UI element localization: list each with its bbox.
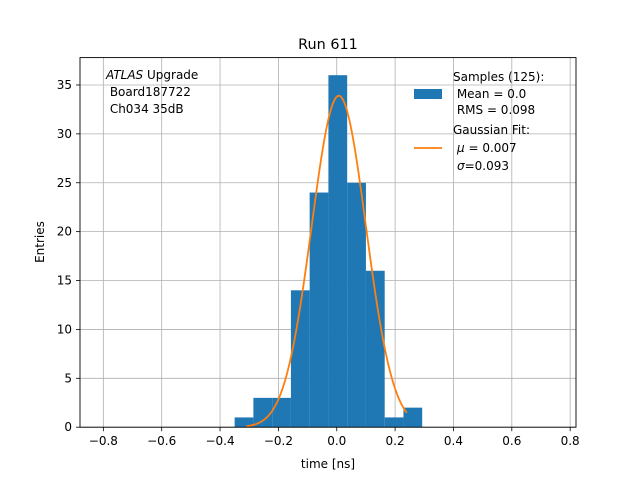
legend-sigma-value: =0.093 — [465, 159, 509, 173]
annotation-upgrade: Upgrade — [143, 68, 198, 82]
histogram-bar — [384, 417, 404, 428]
y-tick-label: 30 — [57, 127, 72, 141]
x-axis-ticks: −0.8 −0.6 −0.4 −0.2 0.0 0.2 0.4 0.6 0.8 — [89, 427, 580, 448]
legend-samples-rms: RMS = 0.098 — [453, 103, 535, 117]
x-tick-label: −0.8 — [89, 434, 118, 448]
histogram-bar — [253, 397, 273, 428]
y-tick-label: 25 — [57, 176, 72, 190]
histogram-bar — [272, 397, 291, 428]
x-tick-label: 0.6 — [502, 434, 521, 448]
legend-samples-title: Samples (125): — [453, 70, 544, 84]
y-tick-label: 15 — [57, 274, 72, 288]
x-axis-label: time [ns] — [301, 457, 355, 471]
histogram-bar — [234, 417, 254, 428]
y-tick-label: 5 — [64, 371, 72, 385]
chart-title: Run 611 — [298, 37, 358, 53]
histogram-bar — [365, 270, 385, 428]
histogram-bars — [234, 75, 423, 428]
plot-frame — [79, 57, 577, 428]
y-tick-label: 20 — [57, 225, 72, 239]
histogram-bar — [403, 407, 423, 428]
y-axis-ticks: 0 5 10 15 20 25 30 35 — [57, 78, 80, 434]
gaussian-fit-curve — [246, 94, 408, 428]
histogram-bar — [328, 75, 348, 428]
legend-samples-mean: Mean = 0.0 — [453, 87, 526, 101]
y-tick-label: 10 — [57, 322, 72, 336]
x-tick-label: 0.8 — [561, 434, 580, 448]
x-tick-label: −0.2 — [264, 434, 293, 448]
legend: Samples (125): Mean = 0.0 RMS = 0.098 Ga… — [414, 70, 544, 173]
legend-fit-title: Gaussian Fit: — [453, 123, 530, 137]
legend-fit-sigma: σ=0.093 — [457, 159, 509, 173]
annotation-channel: Ch034 35dB — [106, 102, 184, 116]
y-axis-label: Entries — [33, 221, 47, 263]
histogram-bar — [347, 182, 366, 428]
histogram-bar — [290, 290, 310, 428]
legend-mu-symbol: μ — [456, 141, 465, 155]
annotation-atlas: ATLAS — [105, 68, 144, 82]
x-tick-label: 0.4 — [444, 434, 463, 448]
y-tick-label: 0 — [64, 420, 72, 434]
x-tick-label: 0.0 — [327, 434, 346, 448]
legend-fit-mu: μ = 0.007 — [456, 141, 517, 155]
legend-sigma-symbol: σ — [457, 159, 465, 173]
legend-mu-value: = 0.007 — [465, 141, 517, 155]
y-tick-label: 35 — [57, 78, 72, 92]
annotation-board: Board187722 — [106, 85, 191, 99]
histogram-bar — [309, 192, 329, 428]
x-tick-label: −0.4 — [205, 434, 234, 448]
info-annotation: ATLAS Upgrade Board187722 Ch034 35dB — [105, 68, 198, 116]
legend-samples-swatch — [414, 89, 442, 99]
annotation-line-1: ATLAS Upgrade — [105, 68, 198, 82]
x-tick-label: 0.2 — [386, 434, 405, 448]
x-tick-label: −0.6 — [147, 434, 176, 448]
gaussian-fit — [246, 94, 408, 428]
